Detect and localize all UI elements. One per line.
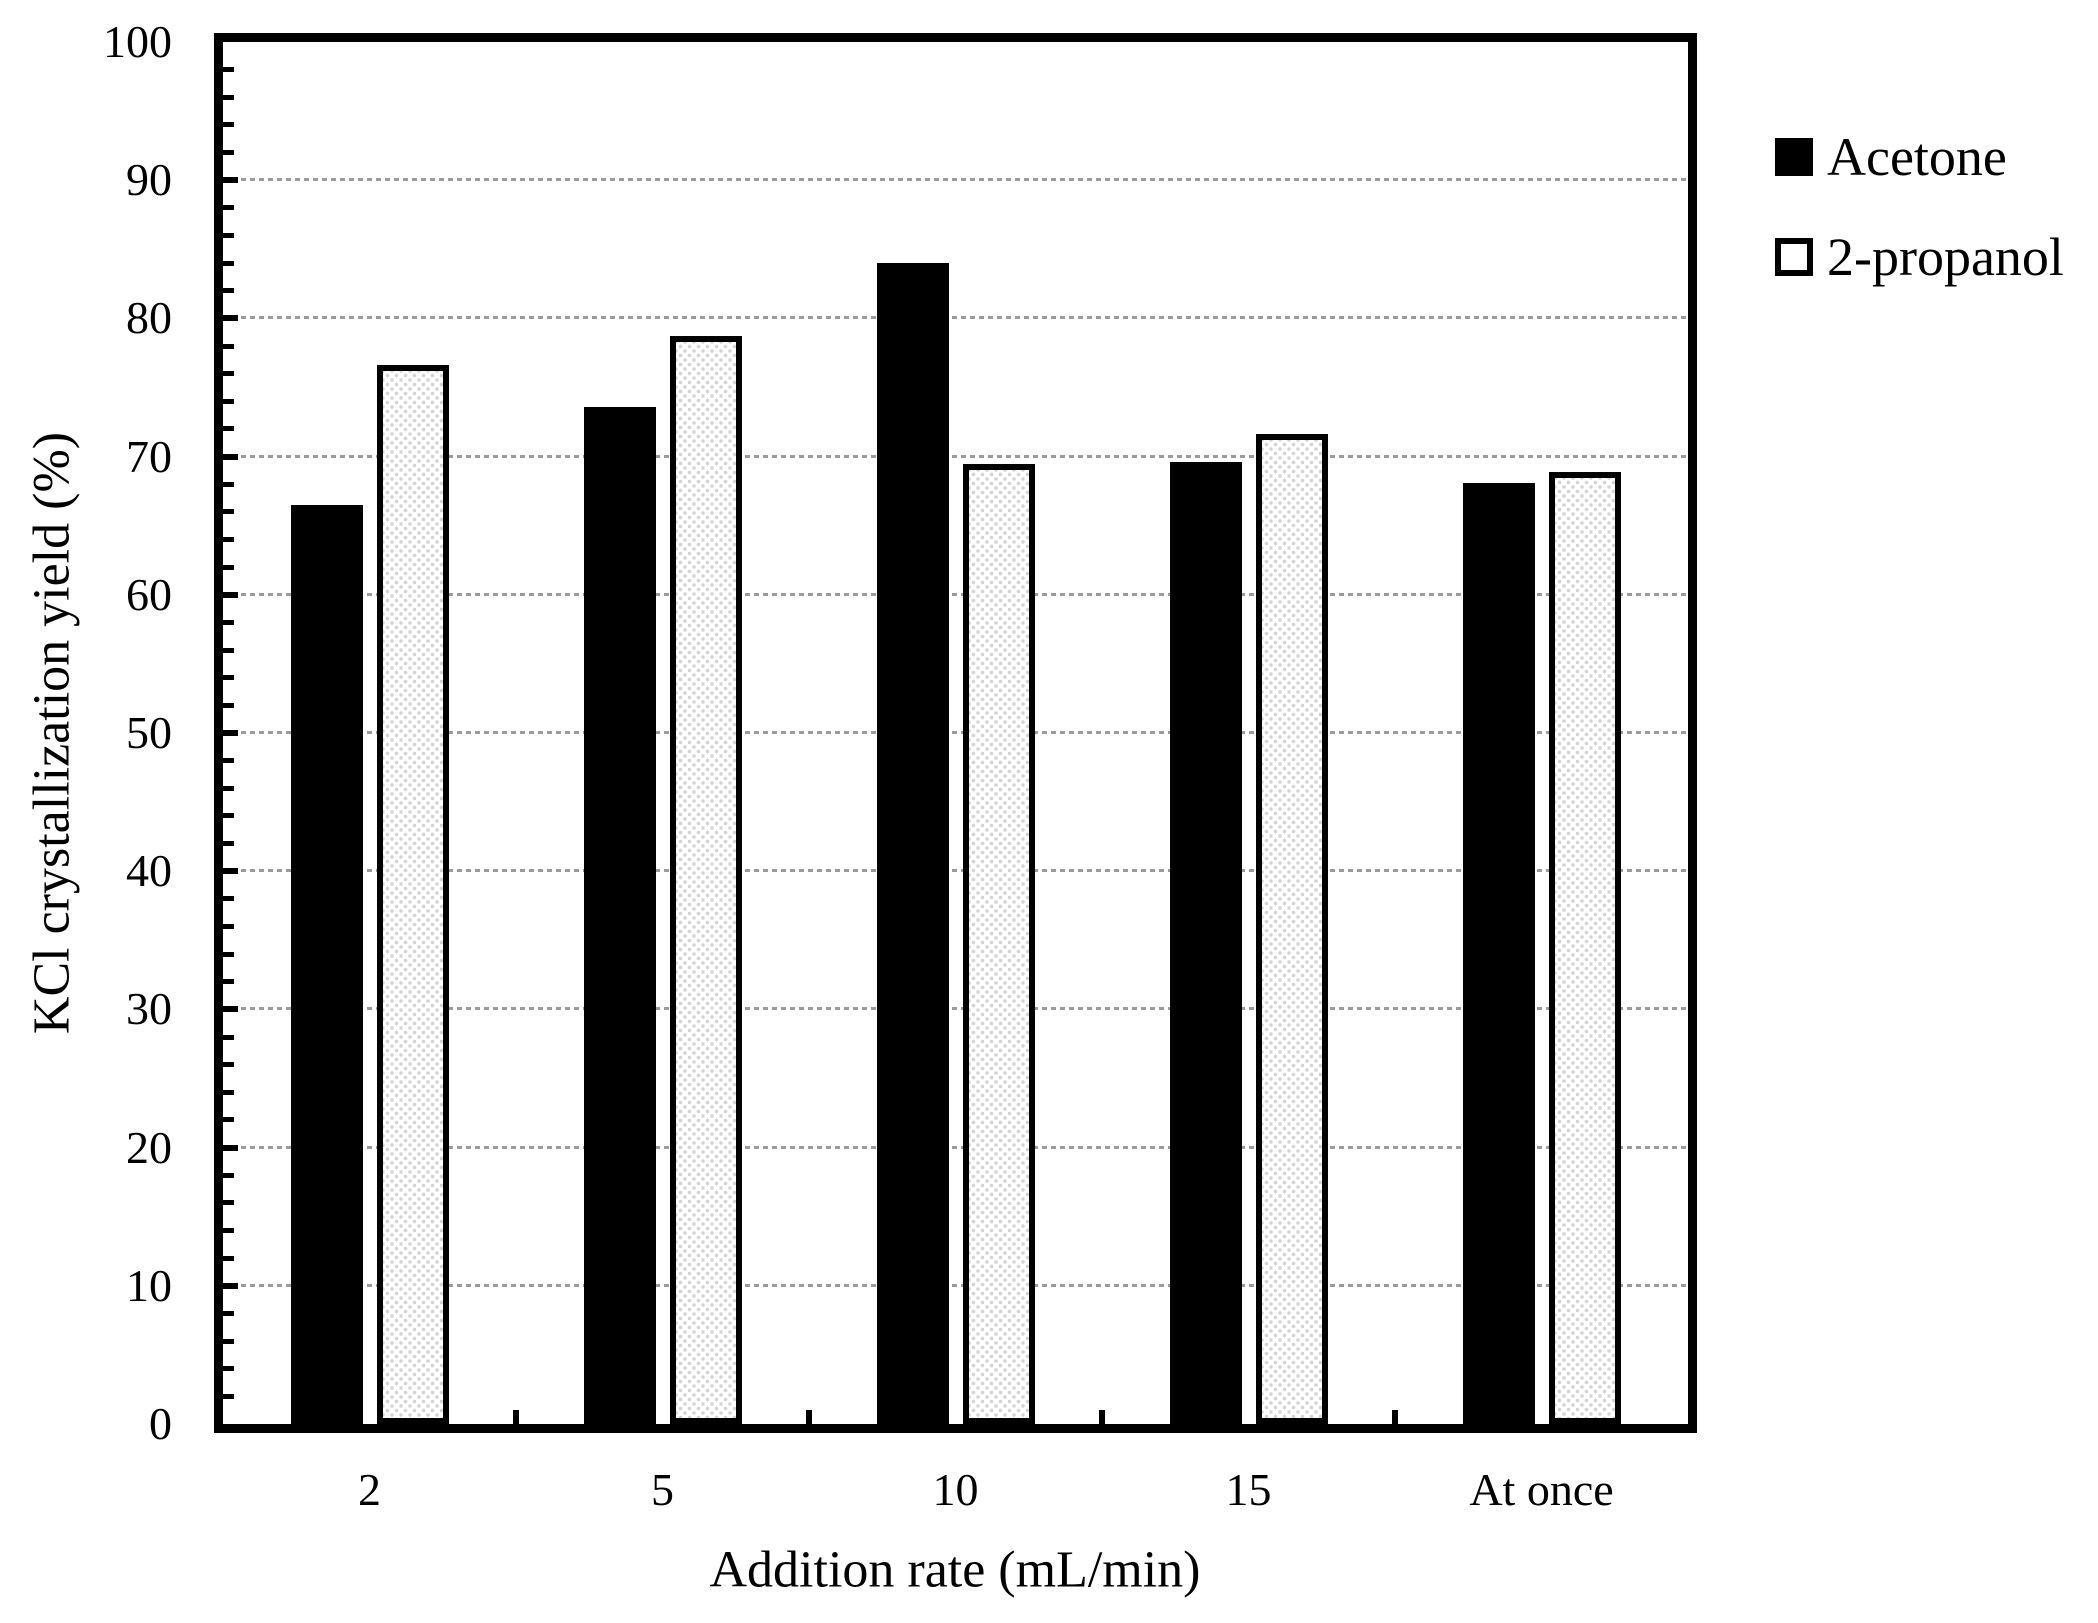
- y-axis-minor-tick-26: [223, 1062, 234, 1068]
- bar-acetone-10: [876, 263, 949, 1424]
- y-axis-major-tick-60: [223, 591, 238, 598]
- bar-acetone-5: [583, 407, 656, 1424]
- y-axis-minor-tick-18: [223, 1172, 234, 1178]
- y-axis-minor-tick-94: [223, 122, 234, 128]
- y-axis-minor-tick-38: [223, 896, 234, 902]
- bar-2-propanol-10: [962, 464, 1035, 1424]
- y-axis-tick-label-10: 10: [126, 1259, 172, 1311]
- y-axis-minor-tick-4: [223, 1366, 234, 1372]
- y-axis-minor-tick-82: [223, 288, 234, 294]
- legend-marker-acetone-filled-square-icon: [1775, 138, 1813, 176]
- y-axis-minor-tick-42: [223, 841, 234, 847]
- y-axis-minor-tick-32: [223, 979, 234, 985]
- gridline-80: [241, 316, 1688, 320]
- y-axis-minor-tick-62: [223, 564, 234, 570]
- y-axis-tick-label-80: 80: [126, 292, 172, 344]
- y-axis-minor-tick-74: [223, 398, 234, 404]
- y-axis-minor-tick-48: [223, 758, 234, 764]
- y-axis-minor-tick-28: [223, 1034, 234, 1040]
- x-axis-tick-label-10: 10: [932, 1464, 979, 1515]
- legend-entry-acetone: Acetone: [1775, 125, 2064, 189]
- y-axis-minor-tick-44: [223, 813, 234, 819]
- plot-area: [214, 33, 1697, 1433]
- x-axis-tick-label-2: 2: [358, 1464, 381, 1515]
- y-axis-minor-tick-92: [223, 150, 234, 156]
- bar-2-propanol-5: [669, 336, 742, 1424]
- x-axis-title: Addition rate (mL/min): [709, 1541, 1201, 1599]
- y-axis-minor-tick-12: [223, 1255, 234, 1261]
- x-axis-tick-label-15: 15: [1225, 1464, 1272, 1515]
- gridline-90: [241, 178, 1688, 182]
- y-axis-minor-tick-76: [223, 371, 234, 377]
- x-axis-tick-label-5: 5: [651, 1464, 674, 1515]
- y-axis-tick-label-40: 40: [126, 845, 172, 897]
- y-axis-minor-tick-8: [223, 1310, 234, 1316]
- y-axis-minor-tick-2: [223, 1393, 234, 1399]
- legend: Acetone 2-propanol: [1775, 125, 2064, 325]
- y-axis-major-tick-90: [223, 177, 238, 184]
- legend-label-2-propanol: 2-propanol: [1827, 227, 2064, 287]
- y-axis-minor-tick-52: [223, 702, 234, 708]
- y-axis-tick-label-90: 90: [126, 154, 172, 206]
- x-axis-boundary-tick-1: [513, 1410, 519, 1424]
- y-axis-minor-tick-58: [223, 619, 234, 625]
- y-axis-minor-tick-22: [223, 1117, 234, 1123]
- gridline-70: [241, 454, 1688, 458]
- y-axis-tick-label-50: 50: [126, 707, 172, 758]
- y-axis-minor-tick-98: [223, 67, 234, 73]
- y-axis-minor-tick-68: [223, 481, 234, 487]
- x-axis-boundary-tick-4: [1392, 1410, 1398, 1424]
- bar-acetone-2: [290, 505, 363, 1424]
- x-axis-boundary-tick-3: [1099, 1410, 1105, 1424]
- y-axis-minor-tick-16: [223, 1200, 234, 1206]
- y-axis-minor-tick-24: [223, 1089, 234, 1095]
- y-axis-tick-label-30: 30: [126, 983, 172, 1035]
- y-axis-major-tick-30: [223, 1006, 238, 1013]
- bar-acetone-at-once: [1462, 483, 1535, 1424]
- y-axis-minor-tick-36: [223, 923, 234, 929]
- x-axis-boundary-tick-2: [806, 1410, 812, 1424]
- y-axis-major-tick-80: [223, 315, 238, 322]
- bar-2-propanol-15: [1255, 434, 1328, 1424]
- y-axis-tick-label-0: 0: [149, 1398, 172, 1449]
- y-axis-major-tick-10: [223, 1282, 238, 1289]
- x-axis-tick-label-at-once: At once: [1469, 1464, 1614, 1515]
- y-axis-minor-tick-54: [223, 675, 234, 681]
- y-axis-major-tick-40: [223, 868, 238, 875]
- bar-2-propanol-at-once: [1548, 472, 1621, 1424]
- y-axis-major-tick-70: [223, 453, 238, 460]
- y-axis-major-tick-50: [223, 730, 238, 736]
- y-axis-major-tick-20: [223, 1144, 238, 1151]
- legend-label-acetone: Acetone: [1827, 127, 2007, 187]
- bar-acetone-15: [1169, 462, 1242, 1424]
- y-axis-minor-tick-64: [223, 537, 234, 543]
- y-axis-tick-label-60: 60: [126, 568, 172, 620]
- y-axis-minor-tick-56: [223, 647, 234, 653]
- y-axis-minor-tick-86: [223, 232, 234, 238]
- y-axis-minor-tick-6: [223, 1338, 234, 1344]
- y-axis-minor-tick-72: [223, 426, 234, 432]
- y-axis-minor-tick-78: [223, 343, 234, 349]
- y-axis-minor-tick-96: [223, 94, 234, 100]
- y-axis-tick-label-70: 70: [126, 430, 172, 482]
- y-axis-minor-tick-84: [223, 260, 234, 266]
- bar-2-propanol-2: [376, 365, 449, 1424]
- y-axis-minor-tick-34: [223, 951, 234, 957]
- y-axis-minor-tick-14: [223, 1228, 234, 1234]
- y-axis-tick-label-100: 100: [103, 16, 172, 67]
- y-axis-minor-tick-88: [223, 205, 234, 211]
- legend-entry-2-propanol: 2-propanol: [1775, 225, 2064, 289]
- y-axis-tick-label-20: 20: [126, 1121, 172, 1173]
- y-axis-minor-tick-66: [223, 509, 234, 515]
- legend-marker-2-propanol-open-square-icon: [1775, 238, 1813, 276]
- y-axis-minor-tick-46: [223, 785, 234, 791]
